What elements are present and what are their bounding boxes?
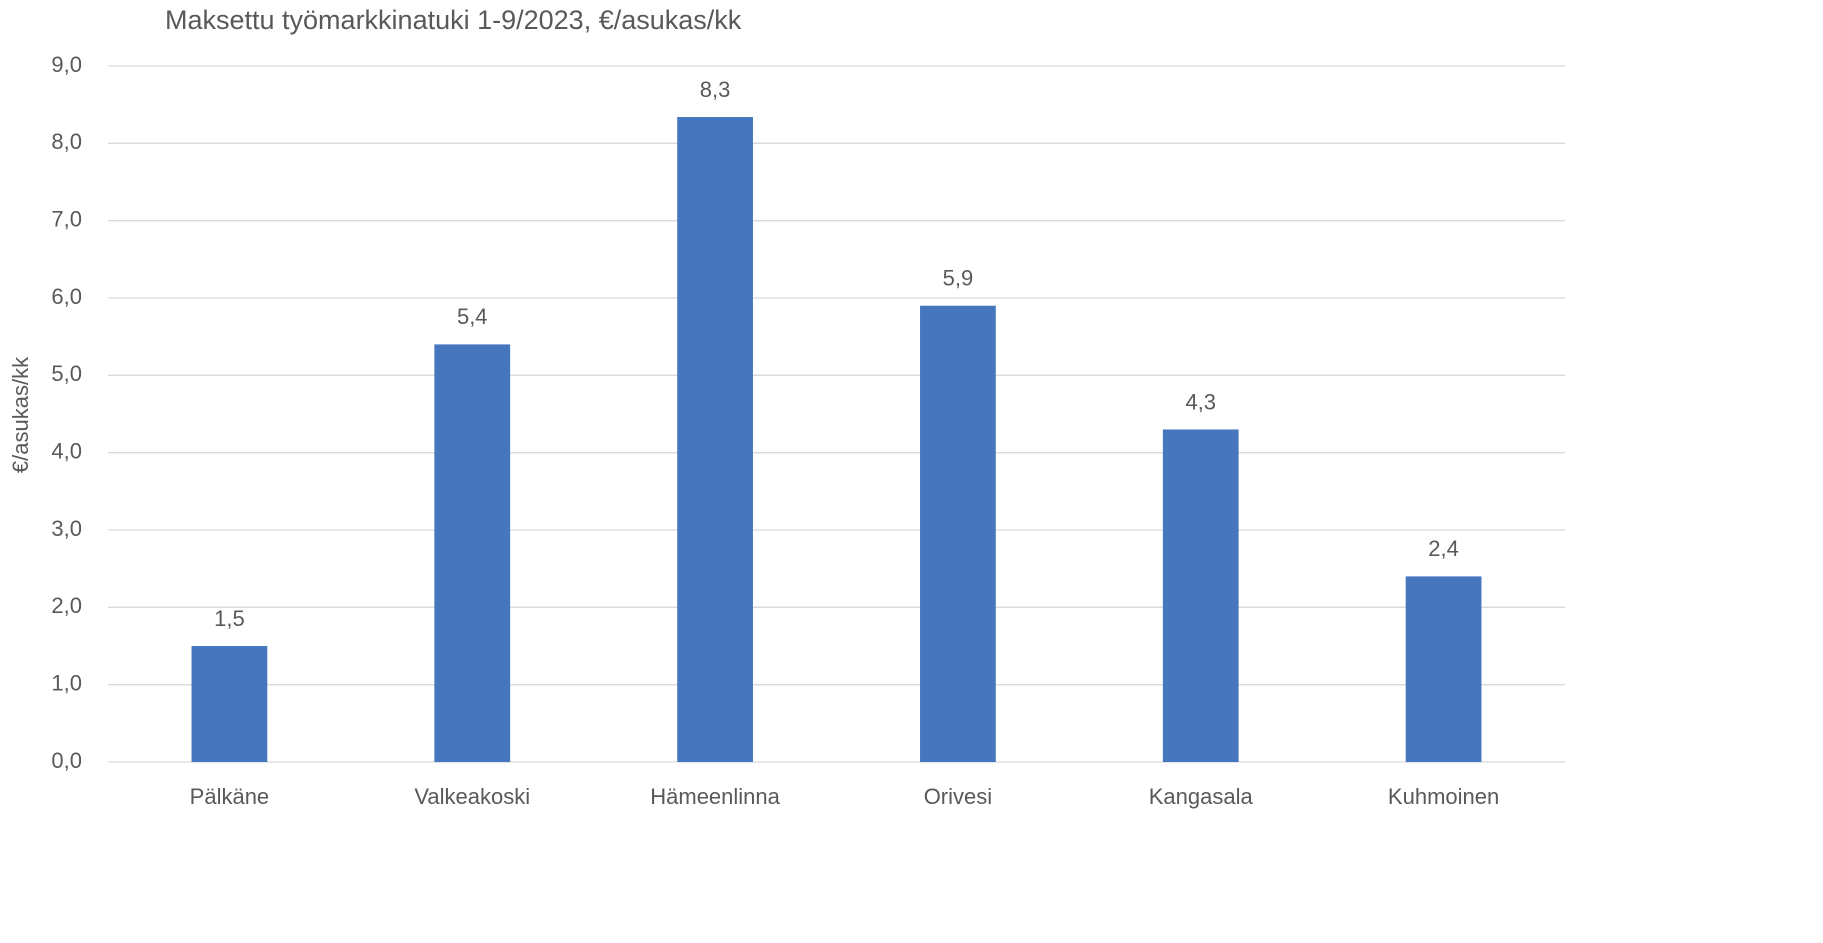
data-label: 5,4	[457, 304, 488, 329]
x-tick-label: Valkeakoski	[414, 784, 530, 809]
y-tick-label: 7,0	[51, 206, 82, 231]
y-tick-label: 3,0	[51, 516, 82, 541]
y-tick-label: 1,0	[51, 670, 82, 695]
y-tick-label: 0,0	[51, 748, 82, 773]
y-tick-label: 8,0	[51, 129, 82, 154]
x-tick-label: Pälkäne	[190, 784, 270, 809]
x-tick-label: Kangasala	[1149, 784, 1254, 809]
bar	[434, 344, 511, 762]
data-label: 4,3	[1185, 389, 1216, 414]
x-tick-label: Orivesi	[924, 784, 992, 809]
bar	[1162, 429, 1239, 762]
y-tick-label: 4,0	[51, 438, 82, 463]
y-axis-label: €/asukas/kk	[8, 356, 33, 473]
y-tick-label: 6,0	[51, 284, 82, 309]
chart-title: Maksettu työmarkkinatuki 1-9/2023, €/asu…	[165, 5, 742, 35]
x-tick-label: Hämeenlinna	[650, 784, 780, 809]
bar	[1405, 576, 1482, 762]
bar	[677, 117, 753, 763]
data-label: 5,9	[943, 266, 974, 291]
y-tick-label: 2,0	[51, 593, 82, 618]
y-tick-label: 5,0	[51, 361, 82, 386]
bar	[920, 305, 996, 762]
data-label: 2,4	[1428, 536, 1459, 561]
data-label: 8,3	[700, 77, 731, 102]
data-label: 1,5	[214, 606, 245, 631]
y-tick-label: 9,0	[51, 52, 82, 77]
bar	[191, 646, 268, 762]
x-tick-label: Kuhmoinen	[1388, 784, 1499, 809]
